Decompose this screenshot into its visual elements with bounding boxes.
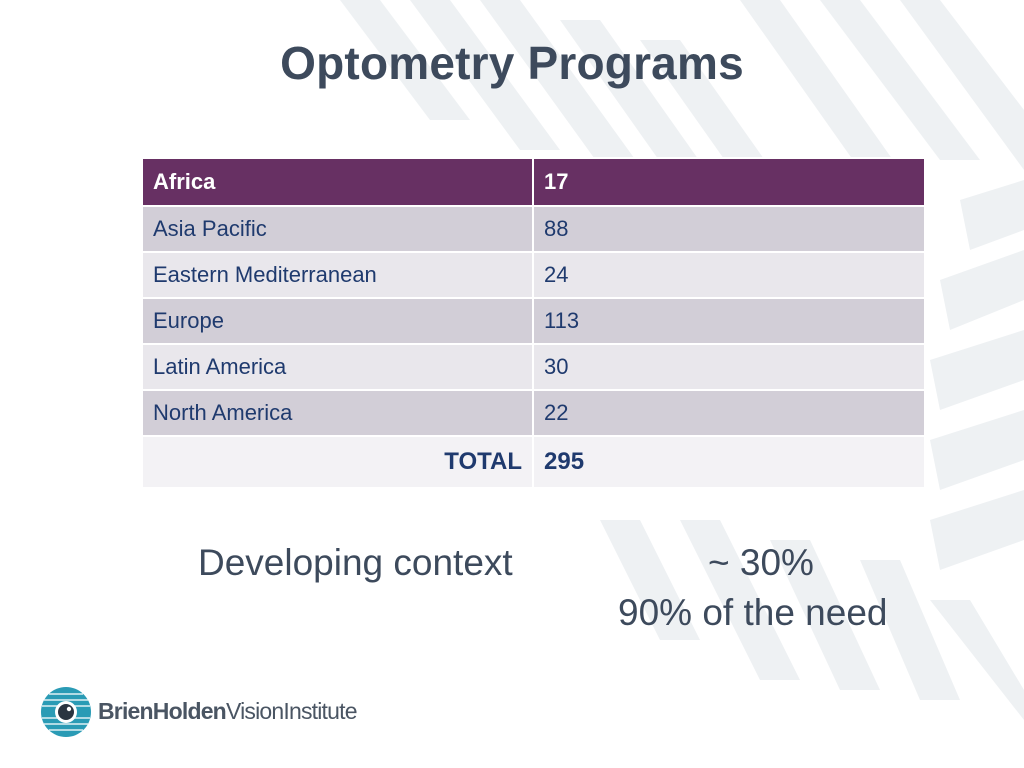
eye-logo-icon (41, 687, 91, 737)
total-row: TOTAL 295 (141, 435, 926, 489)
institute-logo: BrienHoldenVisionInstitute (40, 686, 358, 740)
total-label: TOTAL (141, 435, 534, 489)
need-text: 90% of the need (618, 592, 888, 633)
region-cell: Latin America (141, 343, 534, 391)
table-row: Eastern Mediterranean 24 (141, 251, 926, 299)
region-cell: Africa (141, 157, 534, 207)
logo-text-bold: BrienHolden (98, 698, 227, 724)
count-cell: 24 (532, 251, 926, 299)
table-row: North America 22 (141, 389, 926, 437)
table-row: Africa 17 (141, 157, 926, 207)
table-row: Asia Pacific 88 (141, 205, 926, 253)
region-cell: Eastern Mediterranean (141, 251, 534, 299)
developing-context-label: Developing context (198, 542, 513, 583)
count-cell: 22 (532, 389, 926, 437)
total-value: 295 (532, 435, 926, 489)
count-cell: 88 (532, 205, 926, 253)
region-cell: Asia Pacific (141, 205, 534, 253)
count-cell: 30 (532, 343, 926, 391)
programs-table: Africa 17 Asia Pacific 88 Eastern Medite… (141, 157, 926, 489)
table-row: Europe 113 (141, 297, 926, 345)
logo-text-regular: VisionInstitute (225, 698, 358, 724)
page-title: Optometry Programs (280, 37, 744, 89)
count-cell: 113 (532, 297, 926, 345)
table-row: Latin America 30 (141, 343, 926, 391)
region-cell: Europe (141, 297, 534, 345)
developing-context-value: ~ 30% (708, 542, 814, 583)
region-cell: North America (141, 389, 534, 437)
logo-wordmark: BrienHoldenVisionInstitute (98, 698, 358, 725)
count-cell: 17 (532, 157, 926, 207)
